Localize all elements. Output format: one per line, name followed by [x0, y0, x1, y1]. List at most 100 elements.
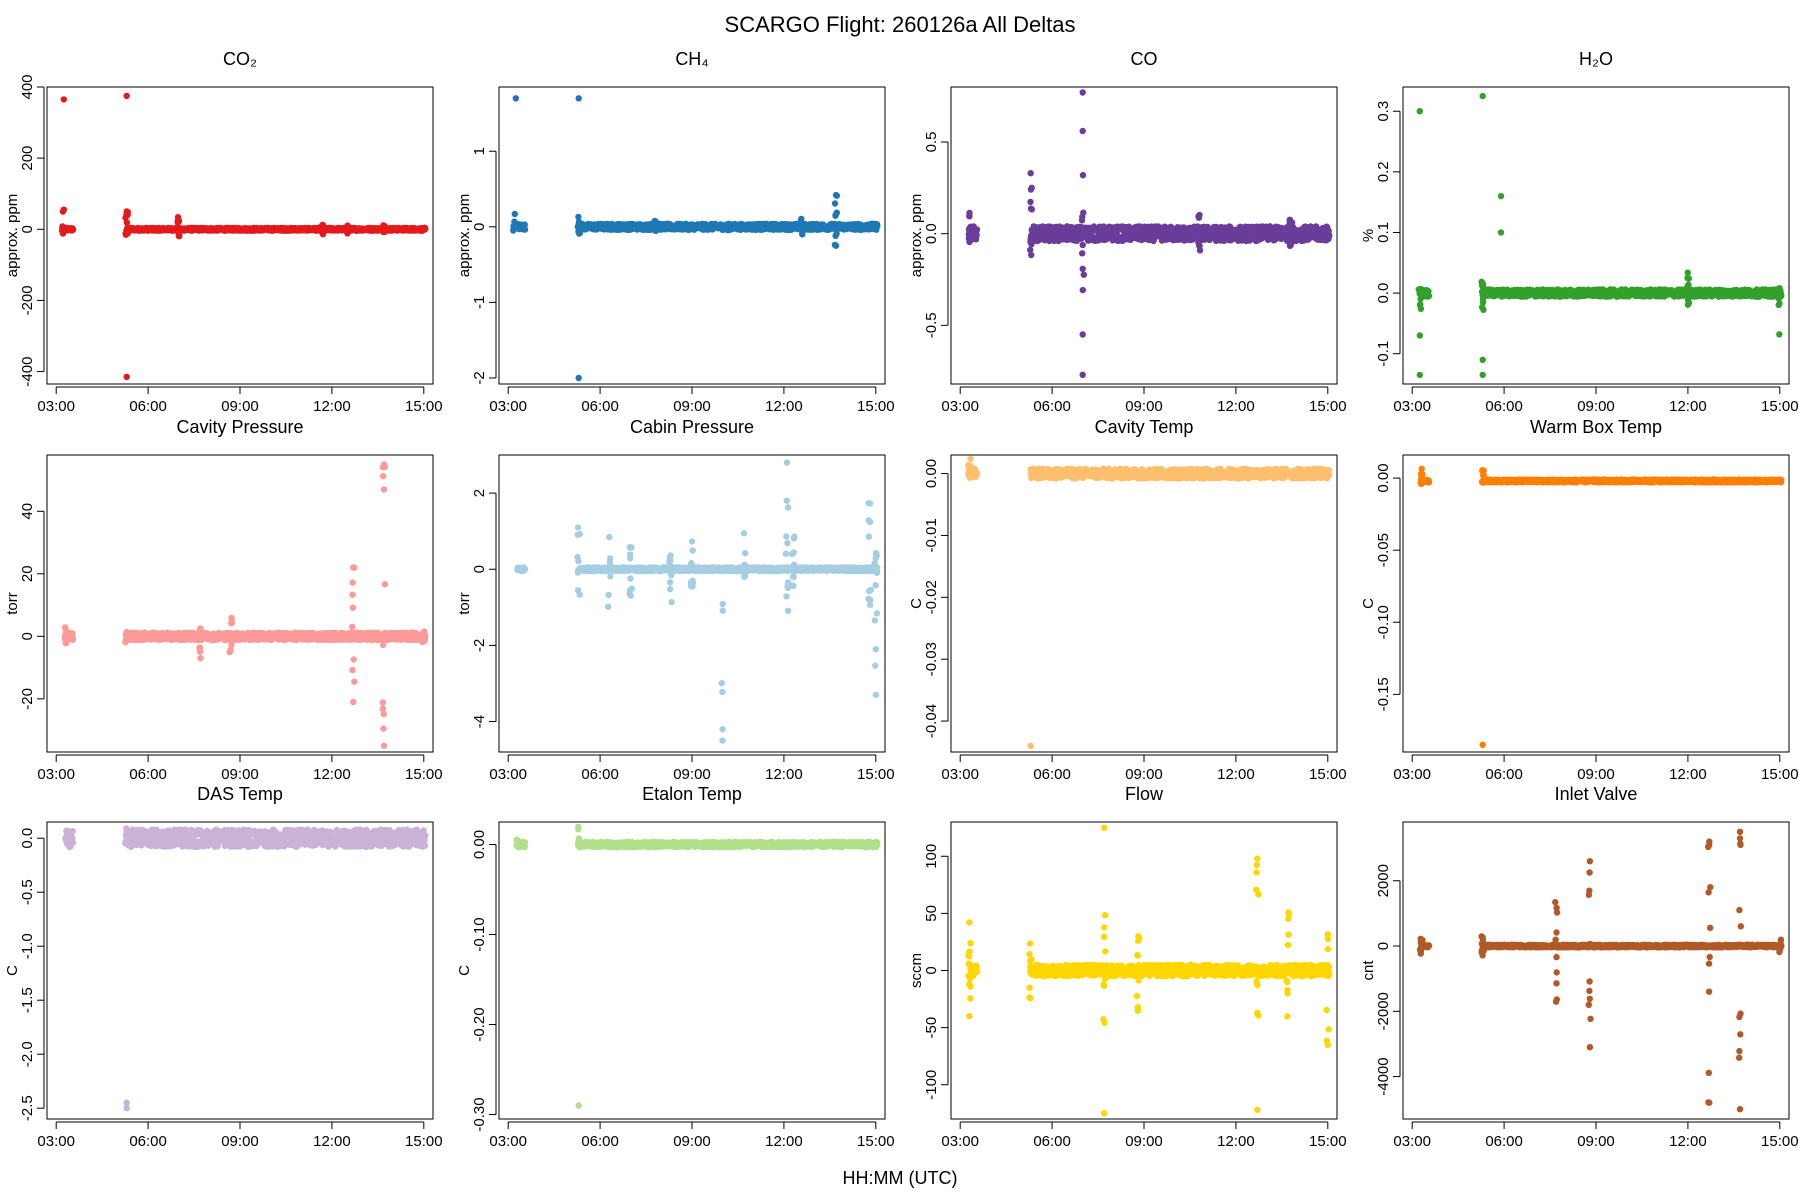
data-point	[62, 639, 70, 647]
outlier-point	[60, 206, 67, 213]
data-point	[1196, 211, 1203, 219]
outlier-point	[123, 92, 130, 100]
y-tick-label: 0.0	[1375, 283, 1392, 304]
x-tick-label: 12:00	[313, 766, 351, 783]
data-point	[1028, 241, 1035, 248]
data-point	[349, 666, 356, 674]
plot-frame	[1402, 86, 1790, 385]
outlier-point	[1079, 127, 1086, 135]
data-point	[228, 615, 235, 622]
data-point	[344, 229, 351, 236]
data-point	[966, 209, 973, 217]
x-tick-label: 06:00	[581, 398, 619, 415]
data-point	[123, 226, 130, 234]
data-point	[1079, 265, 1086, 272]
y-tick-label: 20	[19, 565, 36, 582]
data-point	[1685, 281, 1692, 288]
y-tick-label: 0.5	[923, 132, 940, 153]
data-point	[379, 641, 387, 649]
outlier-point	[832, 242, 840, 249]
data-point	[380, 710, 387, 718]
data-point	[1684, 274, 1691, 282]
x-tick-label: 12:00	[1217, 398, 1255, 415]
x-tick-label: 12:00	[1669, 398, 1707, 415]
y-tick-label: 0	[19, 632, 36, 640]
outlier-point	[1079, 331, 1086, 338]
y-axis-label: torr	[4, 592, 21, 615]
series-points	[514, 459, 881, 744]
data-point	[576, 226, 583, 234]
data-point	[1027, 198, 1034, 206]
data-point	[521, 226, 529, 233]
data-point	[174, 217, 181, 225]
plot-frame	[46, 86, 434, 385]
data-point	[349, 623, 356, 630]
x-tick-label: 15:00	[1761, 398, 1799, 415]
data-point	[350, 656, 357, 663]
data-point	[832, 212, 839, 219]
series-points	[1415, 92, 1785, 379]
data-point	[1777, 287, 1784, 295]
data-point	[1028, 206, 1036, 213]
y-tick-label: 0	[19, 225, 36, 233]
outlier-point	[575, 95, 582, 102]
x-tick-label: 03:00	[37, 766, 75, 783]
x-tick-label: 06:00	[129, 398, 167, 415]
data-point	[1196, 247, 1204, 254]
panel-title: CO₂	[223, 49, 257, 69]
x-tick-label: 15:00	[857, 398, 895, 415]
x-tick-label: 12:00	[313, 398, 351, 415]
x-tick-label: 12:00	[765, 398, 803, 415]
data-point	[1286, 218, 1294, 225]
y-tick-label: -20	[19, 688, 36, 710]
y-tick-label: 0.2	[1375, 161, 1392, 182]
data-point	[1286, 240, 1294, 247]
data-point	[1416, 301, 1424, 309]
data-point	[379, 705, 387, 712]
data-point	[228, 641, 235, 648]
x-tick-label: 06:00	[1033, 398, 1071, 415]
y-tick-label: 0.0	[923, 223, 940, 244]
outlier-point	[380, 486, 388, 493]
data-point	[831, 200, 839, 207]
data-point	[59, 227, 66, 235]
data-point	[1775, 301, 1782, 309]
data-point	[197, 655, 204, 662]
data-point	[319, 221, 326, 228]
outlier-point	[380, 742, 388, 749]
outlier-point	[1479, 356, 1486, 363]
series-points	[59, 92, 429, 381]
plot-frame	[498, 86, 886, 385]
outlier-point	[1479, 371, 1486, 379]
data-point	[1775, 295, 1783, 302]
data-point	[197, 635, 204, 643]
data-point	[319, 227, 326, 234]
data-point	[973, 226, 981, 233]
series-points	[965, 89, 1333, 378]
data-point	[422, 225, 429, 233]
y-tick-label: -0.1	[1375, 341, 1392, 367]
x-tick-label: 15:00	[405, 398, 443, 415]
x-tick-label: 09:00	[1125, 398, 1163, 415]
data-point	[69, 226, 77, 233]
outlier-point	[1416, 108, 1424, 115]
outlier-point	[1416, 371, 1424, 379]
data-point	[381, 581, 389, 588]
outlier-point	[832, 191, 840, 199]
outlier-point	[575, 374, 582, 382]
x-tick-label: 09:00	[221, 398, 259, 415]
y-tick-label: -1	[471, 296, 488, 309]
data-point	[69, 635, 77, 642]
data-point	[652, 226, 659, 233]
x-tick-label: 03:00	[941, 398, 979, 415]
data-point	[122, 637, 129, 644]
x-tick-label: 06:00	[129, 766, 167, 783]
x-tick-label: 09:00	[1577, 398, 1615, 415]
data-point	[1417, 286, 1424, 293]
x-tick-label: 03:00	[489, 398, 527, 415]
x-tick-label: 06:00	[1485, 398, 1523, 415]
data-point	[351, 678, 358, 685]
data-point	[1480, 306, 1487, 313]
